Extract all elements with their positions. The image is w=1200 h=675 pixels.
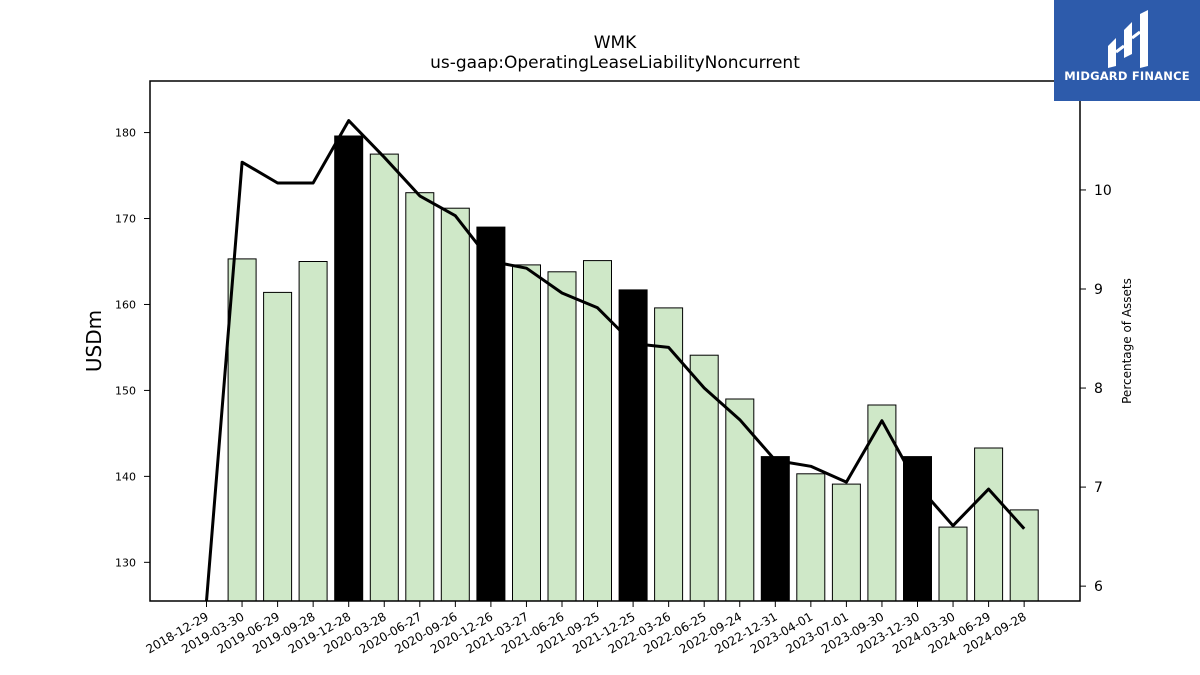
- y2-tick-label: 9: [1094, 282, 1103, 298]
- bar: [867, 404, 897, 602]
- bar: [938, 526, 968, 602]
- y2-axis-label: Percentage of Assets: [1120, 278, 1134, 404]
- bar: [583, 260, 612, 602]
- brand-logo: MIDGARD FINANCE: [1054, 0, 1200, 101]
- y-axis-label: USDm: [82, 310, 106, 372]
- bar: [369, 153, 399, 602]
- bar: [405, 192, 435, 602]
- bar: [760, 456, 790, 602]
- bar: [547, 271, 577, 602]
- logo-mark-icon: [1108, 10, 1148, 68]
- y-tick-label: 130: [115, 556, 136, 569]
- chart-subtitle: us-gaap:OperatingLeaseLiabilityNoncurren…: [430, 53, 800, 73]
- chart-title: WMK: [594, 33, 637, 53]
- bar: [654, 307, 684, 602]
- bar: [263, 291, 293, 602]
- y2-tick-label: 10: [1094, 183, 1112, 199]
- bar: [227, 258, 257, 602]
- bar: [618, 289, 648, 602]
- percentage-line: [205, 119, 1026, 602]
- logo-text: MIDGARD FINANCE: [1064, 69, 1190, 83]
- bar: [334, 135, 364, 602]
- bar: [974, 447, 1004, 602]
- bar: [512, 264, 541, 602]
- bar: [831, 483, 861, 602]
- bar: [298, 261, 328, 602]
- y-tick-label: 170: [115, 213, 136, 226]
- bar: [440, 207, 470, 602]
- plot-frame: [149, 80, 1081, 602]
- bar: [903, 456, 932, 602]
- bar: [796, 473, 826, 602]
- bar: [1009, 509, 1039, 602]
- y-tick-label: 180: [115, 127, 136, 140]
- y2-tick-label: 8: [1094, 381, 1103, 397]
- y-tick-label: 140: [115, 470, 136, 483]
- bar-series: [227, 135, 1039, 602]
- y2-tick-label: 7: [1094, 480, 1103, 496]
- y-tick-label: 150: [115, 384, 136, 397]
- bar: [476, 226, 506, 602]
- y-tick-label: 160: [115, 298, 136, 311]
- y2-tick-label: 6: [1094, 579, 1103, 595]
- bar: [689, 354, 719, 602]
